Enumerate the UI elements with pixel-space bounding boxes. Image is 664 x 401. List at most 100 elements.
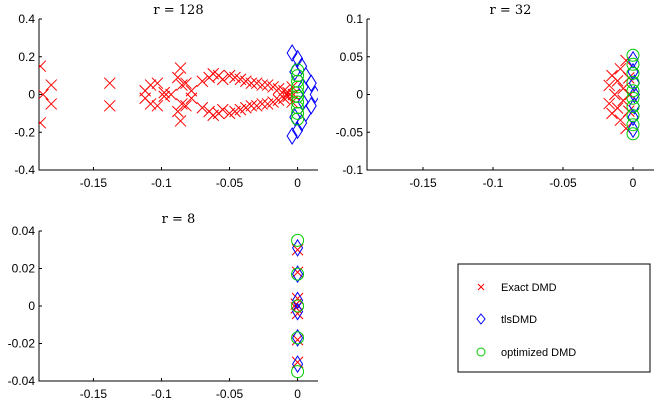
exact-dmd-point — [180, 99, 192, 112]
panel-title: r = 8 — [162, 212, 196, 227]
optimized-dmd-point — [626, 91, 640, 105]
legend-label-opt: optimized DMD — [501, 347, 576, 359]
tls-dmd-point — [309, 85, 318, 104]
optimized-dmd-point — [291, 101, 305, 115]
legend: Exact DMD tlsDMD optimized DMD — [457, 263, 651, 373]
x-tick-label: -0.15 — [409, 176, 437, 190]
data-points — [39, 44, 318, 145]
optimized-dmd-point — [291, 80, 305, 94]
optimized-dmd-point — [626, 66, 640, 80]
optimized-dmd-point — [291, 63, 305, 77]
exact-dmd-point — [603, 79, 616, 92]
legend-marker-x-icon — [477, 283, 485, 291]
exact-dmd-point — [174, 115, 187, 127]
legend-box — [457, 263, 651, 373]
panel-1: -0.15 -0.1 -0.05 0 -0.4 -0.2 0 0.2 0.4 r = 128 — [14, 3, 318, 190]
y-tick-label: -0.1 — [342, 163, 363, 177]
tls-dmd-point — [291, 121, 304, 140]
y-tick-label: 0.04 — [12, 224, 36, 238]
exact-dmd-point — [39, 60, 47, 73]
tls-dmd-point — [300, 104, 312, 123]
exact-dmd-point — [256, 79, 269, 91]
exact-dmd-point — [39, 116, 47, 129]
optimized-dmd-point — [291, 331, 305, 345]
exact-dmd-point — [151, 77, 164, 90]
optimized-dmd-point — [291, 106, 305, 120]
exact-dmd-point — [103, 99, 116, 112]
optimized-dmd-point — [626, 127, 640, 141]
y-tick-label: 0 — [356, 88, 363, 102]
tls-dmd-point — [305, 74, 317, 93]
tls-dmd-point — [628, 74, 640, 93]
optimized-dmd-point — [626, 57, 640, 71]
x-tick-label: -0.1 — [483, 176, 504, 190]
exact-dmd-point — [256, 98, 269, 110]
tls-dmd-point — [291, 302, 304, 321]
panel-3: -0.15 -0.1 -0.05 0 -0.04 -0.02 0 0.02 0.04 r = 8 — [8, 212, 318, 401]
exact-dmd-point — [45, 79, 58, 91]
exact-dmd-point — [39, 88, 49, 101]
tls-dmd-point — [627, 108, 639, 127]
optimized-dmd-point — [291, 233, 305, 247]
exact-dmd-point — [103, 77, 116, 90]
x-tick-label: -0.1 — [151, 387, 172, 401]
legend-label-exact: Exact DMD — [501, 282, 557, 294]
x-tick-label: 0 — [294, 387, 301, 401]
tls-dmd-point — [628, 85, 640, 104]
exact-dmd-point — [245, 99, 258, 112]
exact-dmd-point — [196, 101, 209, 114]
y-tick-label: -0.4 — [14, 163, 35, 177]
tls-dmd-point — [286, 127, 298, 145]
y-tick-label: -0.2 — [14, 125, 35, 139]
y-tick-label: 0.4 — [18, 12, 35, 26]
optimized-dmd-point — [626, 109, 640, 123]
y-tick-label: 0.05 — [340, 50, 364, 64]
exact-dmd-point — [608, 88, 621, 101]
x-tick-label: -0.15 — [80, 176, 108, 190]
tls-dmd-point — [286, 44, 298, 62]
optimized-dmd-point — [626, 100, 640, 114]
exact-dmd-point — [176, 98, 188, 110]
tls-dmd-point — [291, 291, 304, 310]
axes-frame — [38, 231, 318, 382]
optimized-dmd-point — [291, 89, 305, 103]
data-points — [290, 233, 305, 379]
exact-dmd-point — [216, 103, 229, 116]
y-tick-label: 0.02 — [12, 262, 36, 276]
tls-dmd-point — [627, 120, 639, 139]
optimized-dmd-point — [626, 75, 640, 89]
y-tick-label: 0.1 — [346, 12, 363, 26]
optimized-dmd-point — [291, 74, 305, 88]
exact-dmd-point — [278, 92, 290, 105]
optimized-dmd-point — [291, 69, 305, 83]
legend-marker-circle-icon — [476, 347, 486, 357]
y-tick-label: -0.05 — [336, 125, 364, 139]
exact-dmd-point — [158, 90, 171, 103]
exact-dmd-point — [158, 86, 171, 99]
x-tick-label: -0.1 — [151, 176, 172, 190]
exact-dmd-point — [45, 98, 58, 110]
optimized-dmd-point — [291, 95, 305, 109]
exact-dmd-point — [144, 79, 157, 91]
optimized-dmd-point — [626, 84, 640, 98]
exact-dmd-point — [611, 102, 624, 114]
exact-dmd-point — [151, 99, 164, 112]
exact-dmd-point — [180, 77, 192, 90]
optimized-dmd-point — [626, 118, 640, 132]
exact-dmd-point — [611, 75, 624, 87]
x-tick-label: 0 — [294, 176, 301, 190]
panel-title: r = 128 — [153, 3, 203, 18]
exact-dmd-point — [185, 92, 198, 105]
tls-dmd-point — [291, 328, 304, 347]
optimized-dmd-point — [291, 86, 305, 100]
exact-dmd-point — [144, 98, 157, 110]
axes-frame — [38, 19, 318, 171]
y-tick-label: 0 — [28, 299, 35, 313]
exact-dmd-point — [171, 105, 184, 118]
exact-dmd-point — [216, 73, 229, 86]
exact-dmd-point — [176, 79, 188, 91]
legend-label-tls: tlsDMD — [501, 314, 537, 326]
x-tick-label: -0.15 — [80, 387, 108, 401]
optimized-dmd-point — [626, 48, 640, 62]
